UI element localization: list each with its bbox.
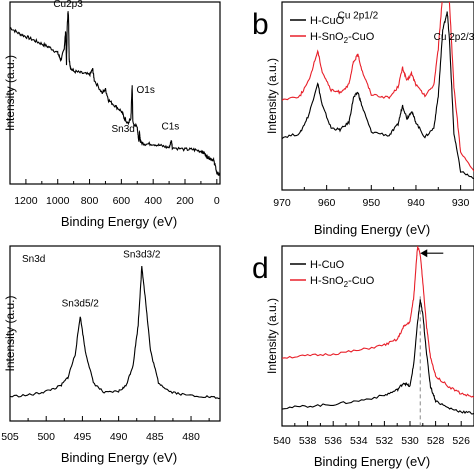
y-axis-title-b: Intensity (a.u.): [265, 58, 279, 134]
panel-b-cu2p-spectrum: 970 960 950 940 930 Binding Energy (eV) Intens…: [252, 1, 474, 237]
annotation-a-3: Sn3d: [112, 124, 135, 135]
plot-frame-c: [9, 245, 221, 422]
x-tick-label-c: 480: [182, 431, 200, 443]
x-axis-title-c: Binding Energy (eV): [61, 450, 177, 465]
x-axis-title-a: Binding Energy (eV): [61, 214, 177, 229]
legend-b: H-CuO H-SnO2-CuO: [290, 15, 375, 45]
x-tick-label-d: 536: [324, 435, 342, 447]
series-line-b-2: [282, 2, 474, 172]
panel-title-c: Sn3d: [22, 254, 45, 265]
legend-subscript: 2: [344, 280, 349, 289]
x-tick-label-a: 1200: [14, 195, 38, 207]
annotation-a-2: O1s: [137, 85, 155, 96]
legend-label-sno2-cuo: H-SnO2-CuO: [310, 275, 375, 289]
x-axis-title-b: Binding Energy (eV): [314, 222, 430, 237]
legend-text-part: H-SnO: [310, 31, 344, 43]
annotation-a-1: Cu2p3: [53, 0, 83, 10]
legend-d: H-CuO H-SnO2-CuO: [290, 259, 375, 289]
x-tick-label-a: 200: [176, 195, 194, 207]
x-tick-label-b: 970: [273, 197, 291, 209]
x-tick-label-c: 500: [37, 431, 55, 443]
x-tick-label-d: 532: [376, 435, 394, 447]
panel-c-sn3d-spectrum: 505 500 495 490 485 480 Binding Energy (eV) Int…: [1, 245, 221, 465]
legend-subscript: 2: [344, 36, 349, 45]
annotation-c-2: Sn3d3/2: [123, 250, 161, 261]
y-axis-title-d: Intensity (a.u.): [265, 298, 279, 374]
series-line-b-1: [282, 11, 474, 180]
series-line-a-1: [10, 11, 220, 176]
plot-frame-b: [281, 1, 474, 191]
x-ticks-d: 540 538 536 534 532 530 528 526: [273, 421, 470, 447]
x-ticks-b: 970 960 950 940 930: [273, 185, 470, 209]
legend-label-cuo: H-CuO: [310, 259, 345, 271]
x-tick-label-a: 1000: [46, 195, 70, 207]
legend-label-cuo: H-CuO: [310, 15, 345, 27]
x-tick-label-d: 540: [273, 435, 291, 447]
x-tick-label-d: 528: [427, 435, 445, 447]
series-line-c-1: [10, 266, 220, 400]
legend-text-part: -CuO: [348, 31, 375, 43]
x-tick-label-a: 400: [144, 195, 162, 207]
shift-arrow-head: [420, 249, 428, 258]
panel-d-o1s-spectrum: 540 538 536 534 532 530 528 526 Binding Energy (…: [252, 245, 474, 469]
x-tick-label-c: 485: [146, 431, 164, 443]
legend-text-part: -CuO: [348, 275, 375, 287]
x-axis-title-d: Binding Energy (eV): [314, 454, 430, 469]
x-tick-label-a: 0: [214, 195, 220, 207]
panel-label-d: d: [252, 252, 269, 285]
x-tick-label-c: 495: [74, 431, 92, 443]
y-axis-title-a: Intensity (a.u.): [3, 55, 17, 131]
plot-frame-d: [281, 245, 474, 427]
x-tick-label-d: 526: [452, 435, 470, 447]
legend-label-sno2-cuo: H-SnO2-CuO: [310, 31, 375, 45]
annotation-b-1: Cu 2p1/2: [338, 11, 379, 22]
x-tick-label-a: 800: [81, 195, 99, 207]
x-ticks-a: 1200 1000 800 600 400 200 0: [14, 179, 220, 207]
legend-text-part: H-SnO: [310, 275, 344, 287]
annotation-a-4: C1s: [161, 121, 179, 132]
x-tick-label-b: 950: [363, 197, 381, 209]
panel-a-survey-spectrum: 1200 1000 800 600 400 200 0 Binding Energy (eV)…: [3, 0, 221, 229]
y-axis-title-c: Intensity (a.u.): [3, 295, 17, 371]
x-tick-label-c: 490: [110, 431, 128, 443]
x-tick-label-b: 940: [407, 197, 425, 209]
x-ticks-c: 505 500 495 490 485 480: [1, 416, 210, 443]
panel-label-b: b: [252, 8, 269, 41]
x-tick-label-d: 538: [299, 435, 317, 447]
x-tick-label-b: 960: [318, 197, 336, 209]
annotation-c-1: Sn3d5/2: [62, 299, 100, 310]
x-tick-label-d: 534: [350, 435, 368, 447]
series-line-d-1: [282, 299, 474, 415]
annotation-b-2: Cu 2p2/3: [434, 32, 474, 43]
x-tick-label-d: 530: [401, 435, 419, 447]
series-line-d-2: [282, 246, 474, 398]
x-tick-label-b: 930: [452, 197, 470, 209]
x-tick-label-a: 600: [113, 195, 131, 207]
plot-frame-a: [9, 1, 221, 185]
x-tick-label-c: 505: [1, 431, 19, 443]
